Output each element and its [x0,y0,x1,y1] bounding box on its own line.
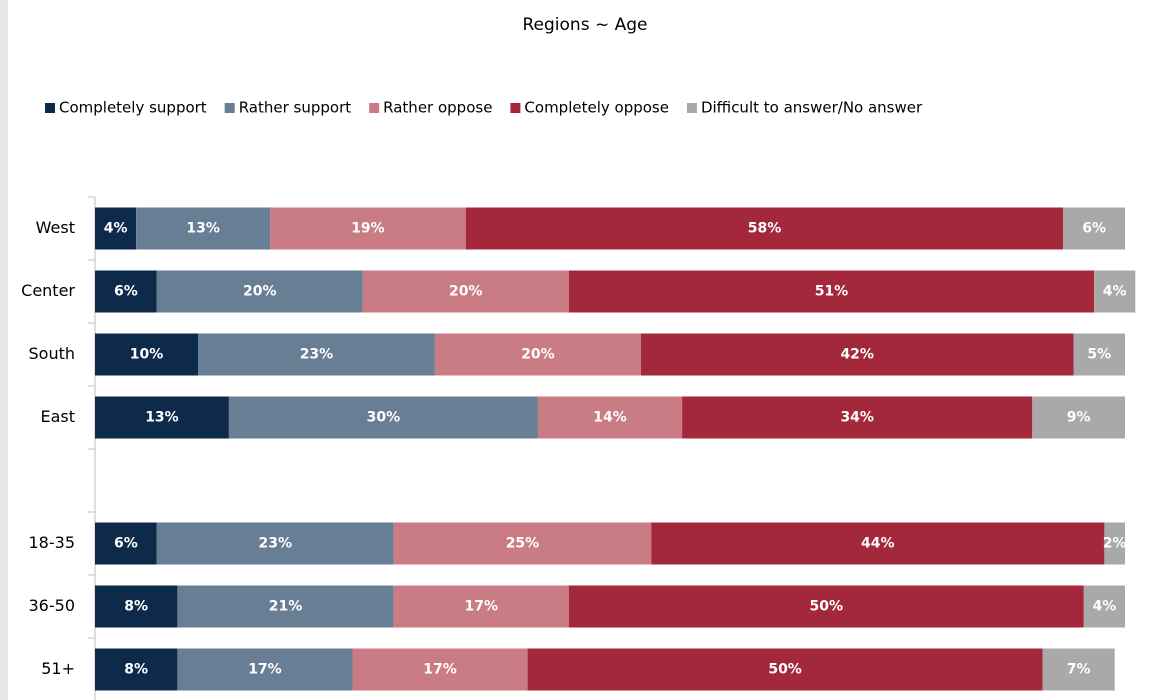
data-label: 20% [521,347,555,363]
bar-segment [1073,333,1125,376]
data-label: 20% [243,284,277,300]
bar-segment [1042,648,1115,691]
legend-swatch [45,103,55,113]
data-label: 58% [748,221,782,237]
data-label: 30% [367,410,401,426]
bar-segment [568,270,1095,313]
y-tick-label: 36-50 [29,596,76,615]
bar-segment [270,207,466,250]
bar-segment [682,396,1033,439]
legend-swatch [686,103,697,113]
bar-segment [95,333,198,376]
legend-label: Difficult to answer/No answer [701,99,923,117]
bar-segment [1063,207,1125,250]
data-label: 14% [593,410,627,426]
data-label: 21% [269,599,303,615]
y-tick-label: West [36,218,75,237]
bar-segment [177,585,394,628]
bar-segment [1032,396,1125,439]
bar-segment [95,270,157,313]
side-strip [0,0,8,700]
data-label: 50% [810,599,844,615]
data-label: 7% [1067,662,1091,678]
legend-label: Completely oppose [524,99,669,117]
data-label: 50% [768,662,802,678]
bar-segment [95,648,178,691]
legend-swatch [510,103,521,113]
bar-segment [136,207,271,250]
y-tick-label: 18-35 [29,533,76,552]
bar-segment [651,522,1105,565]
legend-label: Rather support [239,99,352,117]
bar-segment [465,207,1064,250]
legend-label: Completely support [59,99,207,117]
data-label: 5% [1087,347,1111,363]
legend-swatch [369,103,380,113]
bar-segment [1094,270,1136,313]
data-label: 6% [1082,221,1106,237]
data-label: 13% [186,221,220,237]
bar-segment [1083,585,1125,628]
data-label: 13% [145,410,179,426]
bar-segment [95,522,157,565]
data-label: 6% [114,536,138,552]
bar-segment [640,333,1074,376]
bar-segment [156,522,394,565]
bar-segment [393,585,569,628]
data-label: 42% [840,347,874,363]
bar-segment [95,585,178,628]
bar-segment [1104,522,1125,565]
bar-segment [393,522,652,565]
bar-segment [95,396,229,439]
bar-segment [95,207,137,250]
data-label: 44% [861,536,895,552]
bar-segment [537,396,683,439]
data-label: 10% [130,347,164,363]
data-label: 34% [840,410,874,426]
data-label: 2% [1103,536,1127,552]
chart-title: Regions ~ Age [523,15,648,35]
data-label: 17% [248,662,282,678]
bar-segment [352,648,528,691]
y-tick-label: South [29,344,76,363]
legend-swatch [224,103,235,113]
data-label: 23% [258,536,292,552]
data-label: 17% [423,662,457,678]
y-tick-label: East [40,407,75,426]
legend-label: Rather oppose [383,99,492,117]
bar-segment [156,270,363,313]
bar-segment [568,585,1084,628]
data-label: 19% [351,221,385,237]
bar-segment [434,333,641,376]
bar-segment [527,648,1043,691]
data-label: 6% [114,284,138,300]
data-label: 8% [124,662,148,678]
data-label: 20% [449,284,483,300]
data-label: 4% [1103,284,1127,300]
bar-segment [177,648,353,691]
y-tick-label: Center [21,281,75,300]
data-label: 25% [506,536,540,552]
data-label: 17% [464,599,498,615]
bar-segment [228,396,538,439]
bar-segment [362,270,569,313]
data-label: 4% [1093,599,1117,615]
data-label: 9% [1067,410,1091,426]
data-label: 51% [815,284,849,300]
y-tick-label: 51+ [41,659,75,678]
data-label: 8% [124,599,148,615]
data-label: 23% [300,347,334,363]
data-label: 4% [104,221,128,237]
bar-segment [198,333,435,376]
